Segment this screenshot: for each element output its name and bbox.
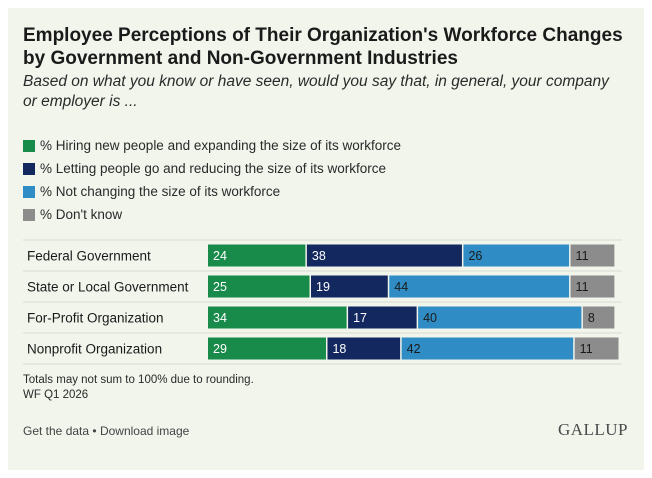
category-label-nonprofit-organization: Nonprofit Organization: [27, 342, 162, 357]
legend-swatch-dont-know: [23, 208, 35, 221]
category-label-federal-government: Federal Government: [27, 249, 151, 264]
link-separator: •: [92, 424, 97, 438]
value-label-hiring-state-or-local-government: 25: [213, 280, 227, 294]
bar-hiring-nonprofit-organization: [208, 337, 326, 360]
bar-dont-know-for-profit-organization: [582, 306, 615, 329]
bar-not-changing-for-profit-organization: [418, 306, 582, 329]
download-image-link[interactable]: Download image: [99, 424, 190, 438]
chart-title: Employee Perceptions of Their Organizati…: [23, 25, 623, 69]
legend-label-not-changing: % Not changing the size of its workforce: [40, 184, 281, 199]
bar-not-changing-state-or-local-government: [389, 275, 570, 298]
legend-swatch-hiring: [23, 139, 35, 152]
bar-dont-know-state-or-local-government: [570, 275, 615, 298]
footer-links: Get the data • Download image: [23, 424, 189, 438]
value-label-not-changing-state-or-local-government: 44: [394, 280, 408, 294]
bar-dont-know-nonprofit-organization: [574, 337, 619, 360]
chart-card: [8, 8, 644, 470]
category-label-state-or-local-government: State or Local Government: [27, 280, 189, 295]
gallup-logo: GALLUP: [557, 420, 628, 439]
legend-item-hiring: % Hiring new people and expanding the si…: [23, 134, 401, 157]
bar-not-changing-federal-government: [463, 244, 570, 267]
get-data-link[interactable]: Get the data: [23, 424, 90, 438]
bar-letting-go-for-profit-organization: [348, 306, 417, 329]
value-label-hiring-for-profit-organization: 34: [213, 311, 227, 325]
value-label-letting-go-federal-government: 38: [312, 249, 326, 263]
legend-swatch-letting-go: [23, 162, 35, 175]
survey-wave-note: WF Q1 2026: [23, 389, 89, 401]
value-label-not-changing-nonprofit-organization: 42: [407, 342, 421, 356]
value-label-hiring-federal-government: 24: [213, 249, 227, 263]
chart-subtitle: Based on what you know or have seen, wou…: [23, 73, 609, 110]
legend-item-letting-go: % Letting people go and reducing the siz…: [23, 157, 401, 180]
bar-hiring-for-profit-organization: [208, 306, 347, 329]
bar-dont-know-federal-government: [570, 244, 615, 267]
value-label-dont-know-for-profit-organization: 8: [588, 311, 595, 325]
legend-label-letting-go: % Letting people go and reducing the siz…: [40, 161, 386, 176]
legend-label-hiring: % Hiring new people and expanding the si…: [40, 138, 401, 153]
value-label-not-changing-federal-government: 26: [468, 249, 482, 263]
value-label-dont-know-nonprofit-organization: 11: [580, 342, 593, 356]
rounding-note: Totals may not sum to 100% due to roundi…: [23, 374, 254, 386]
value-label-not-changing-for-profit-organization: 40: [423, 311, 437, 325]
value-label-letting-go-for-profit-organization: 17: [353, 311, 367, 325]
chart-notes: Totals may not sum to 100% due to roundi…: [23, 373, 254, 403]
bar-letting-go-nonprofit-organization: [327, 337, 401, 360]
value-label-hiring-nonprofit-organization: 29: [213, 342, 227, 356]
legend-label-dont-know: % Don't know: [40, 207, 123, 222]
category-label-for-profit-organization: For-Profit Organization: [27, 311, 164, 326]
value-label-dont-know-state-or-local-government: 11: [576, 280, 589, 294]
legend: % Hiring new people and expanding the si…: [23, 134, 401, 226]
bar-hiring-federal-government: [208, 244, 306, 267]
value-label-letting-go-state-or-local-government: 19: [316, 280, 330, 294]
legend-item-dont-know: % Don't know: [23, 203, 401, 226]
bar-letting-go-state-or-local-government: [311, 275, 388, 298]
bar-not-changing-nonprofit-organization: [401, 337, 574, 360]
legend-item-not-changing: % Not changing the size of its workforce: [23, 180, 401, 203]
bar-hiring-state-or-local-government: [208, 275, 310, 298]
value-label-letting-go-nonprofit-organization: 18: [332, 342, 346, 356]
legend-swatch-not-changing: [23, 185, 35, 198]
bar-letting-go-federal-government: [306, 244, 462, 267]
value-label-dont-know-federal-government: 11: [576, 249, 589, 263]
